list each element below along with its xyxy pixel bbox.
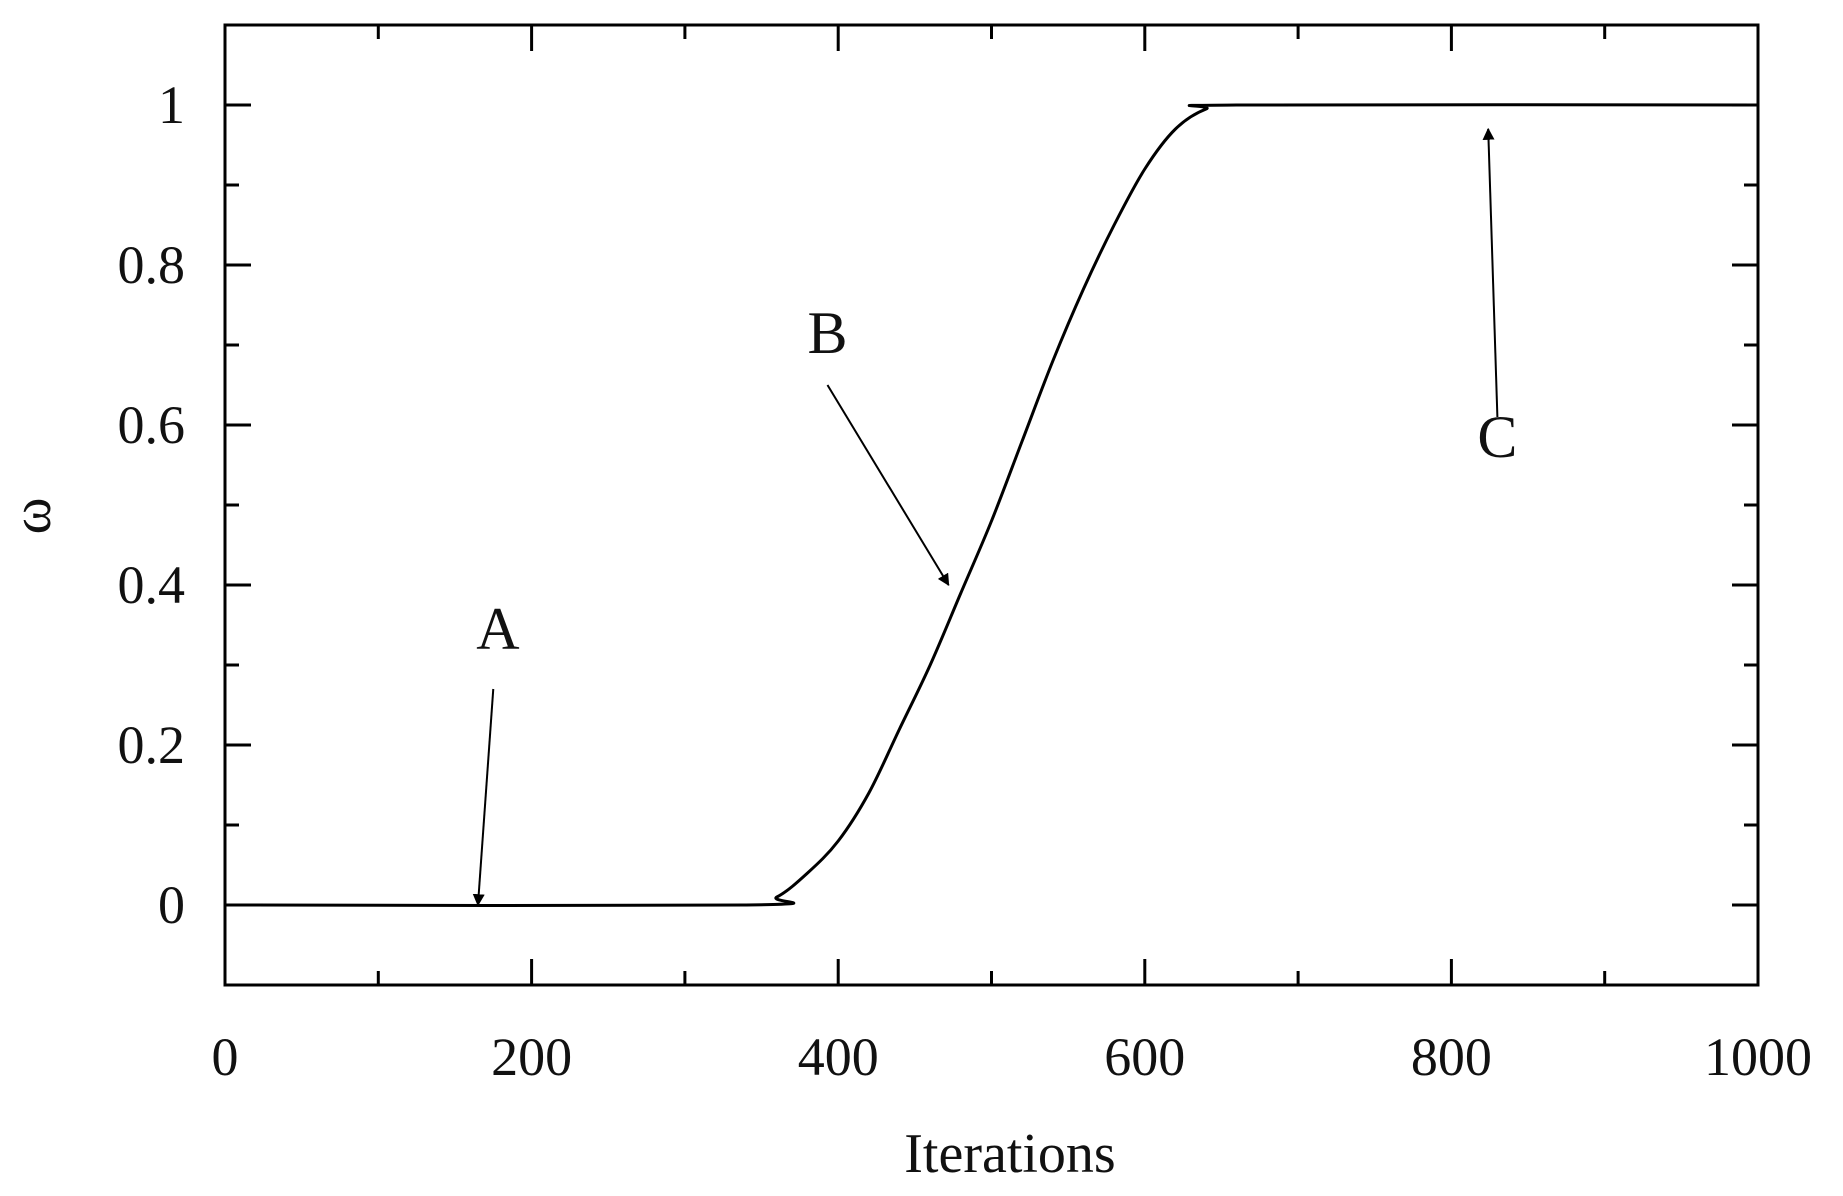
x-axis-title: Iterations <box>904 1123 1115 1185</box>
annotation-label-c: C <box>1477 404 1517 470</box>
axis-ticks <box>223 25 1760 985</box>
y-tick-label: 0.2 <box>118 715 186 775</box>
annotation-label-b: B <box>807 300 847 366</box>
tick-labels: 0 200 400 600 800 1000 0 0.2 0.4 0.6 0.8 1 <box>118 75 1813 1087</box>
y-tick-label: 0.8 <box>118 235 186 295</box>
annotation-label-a: A <box>476 596 519 662</box>
x-tick-label: 600 <box>1104 1027 1185 1087</box>
x-tick-label: 1000 <box>1704 1027 1812 1087</box>
y-tick-label: 0.6 <box>118 395 186 455</box>
series-layer <box>224 103 1759 908</box>
y-axis-title: ω <box>1 498 63 535</box>
annotation-arrow-b <box>826 384 950 587</box>
series-line-0 <box>224 103 1759 908</box>
x-tick-label: 0 <box>212 1027 239 1087</box>
annotations: A B C <box>472 127 1517 907</box>
x-tick-label: 400 <box>798 1027 879 1087</box>
y-tick-label: 0 <box>158 875 185 935</box>
x-tick-label: 800 <box>1411 1027 1492 1087</box>
annotation-arrow-a <box>472 688 495 907</box>
plot-frame <box>223 23 1760 987</box>
x-tick-label: 200 <box>491 1027 572 1087</box>
y-tick-label: 1 <box>158 75 185 135</box>
annotation-arrow-c <box>1482 127 1499 418</box>
y-tick-label: 0.4 <box>118 555 186 615</box>
